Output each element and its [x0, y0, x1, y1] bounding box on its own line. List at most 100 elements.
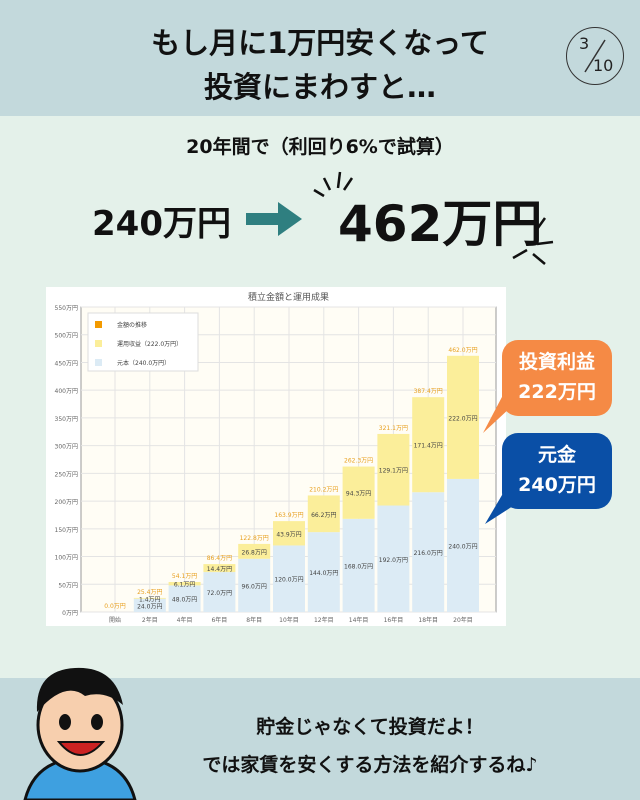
x-tick-label: 18年目 [418, 616, 438, 624]
y-tick-label: 300万円 [55, 444, 78, 451]
page-indicator: 3 10 [566, 27, 624, 85]
principal-bar [307, 532, 340, 612]
principal-bar [412, 492, 445, 612]
profit-bar [238, 543, 271, 559]
principal-bar [377, 505, 410, 612]
profit-bar [377, 433, 410, 506]
x-tick-label: 開始 [109, 616, 121, 624]
x-tick-label: 2年目 [142, 616, 158, 624]
profit-bar [203, 564, 236, 573]
legend [87, 312, 199, 372]
after-amount: 462万円 [338, 195, 543, 253]
bar-value-label: 222.0万円 [448, 415, 477, 422]
x-tick-label: 16年目 [384, 616, 404, 624]
profit-callout: 投資利益 222万円 [502, 340, 612, 416]
profit-bar [133, 597, 166, 599]
y-tick-label: 450万円 [55, 360, 78, 367]
total-label: 462.0万円 [448, 347, 477, 354]
x-tick-label: 6年目 [211, 616, 227, 624]
legend-swatch [95, 359, 102, 366]
total-label: 163.9万円 [274, 512, 303, 519]
total-label: 122.8万円 [240, 535, 269, 542]
bar-value-label: 129.1万円 [379, 468, 408, 475]
avatar-character [23, 667, 137, 800]
total-label: 387.4万円 [414, 388, 443, 395]
y-tick-label: 50万円 [58, 582, 78, 589]
title-line-1: もし月に1万円安くなって [151, 26, 489, 60]
footer-line-1: 貯金じゃなくて投資だよ！ [256, 716, 484, 738]
profit-bar [342, 466, 375, 519]
bar-value-label: 24.0万円 [137, 603, 162, 610]
principal-bar [273, 545, 305, 612]
burst-icon [512, 217, 554, 265]
y-tick-label: 100万円 [55, 555, 78, 562]
y-tick-label: 400万円 [55, 388, 78, 395]
title-line-2: 投資にまわすと… [203, 70, 436, 104]
principal-value: 240万円 [518, 474, 596, 496]
total-label: 86.4万円 [207, 555, 232, 562]
page-total: 10 [593, 56, 614, 75]
y-tick-label: 550万円 [55, 305, 78, 312]
slash-icon [584, 39, 606, 73]
x-tick-label: 12年目 [314, 616, 334, 624]
total-label: 321.1万円 [379, 425, 408, 432]
page-current: 3 [579, 34, 590, 53]
bar-value-label: 1.4万円 [139, 596, 161, 603]
principal-bar [203, 572, 236, 612]
principal-callout-tail [485, 490, 513, 524]
bar-value-label: 66.2万円 [311, 512, 336, 519]
total-label: 0.0万円 [104, 603, 126, 610]
principal-bar [238, 558, 271, 612]
bar-value-label: 14.4万円 [207, 566, 232, 573]
y-tick-label: 250万円 [55, 471, 78, 478]
profit-value: 222万円 [518, 381, 596, 403]
principal-bar [342, 518, 375, 612]
burst-icon [313, 171, 354, 198]
principal-bar [447, 478, 479, 612]
profit-bar [168, 581, 201, 586]
legend-label: 金額の推移 [117, 321, 147, 329]
principal-bar [168, 585, 201, 612]
x-tick-label: 10年目 [279, 616, 299, 624]
total-label: 25.4万円 [137, 589, 162, 596]
before-amount: 240万円 [92, 204, 231, 244]
bar-value-label: 48.0万円 [172, 597, 197, 604]
bar-value-label: 43.9万円 [276, 531, 301, 538]
header [0, 0, 640, 116]
profit-bar [447, 355, 479, 479]
chart-title: 積立金額と運用成果 [248, 291, 329, 303]
x-tick-label: 4年目 [177, 616, 193, 624]
total-label: 210.2万円 [309, 486, 338, 493]
profit-bar [307, 495, 340, 533]
y-tick-label: 0万円 [62, 610, 78, 617]
bar-value-label: 216.0万円 [414, 550, 443, 557]
legend-swatch [95, 340, 102, 347]
bar-value-label: 168.0万円 [344, 563, 373, 570]
total-label: 54.1万円 [172, 573, 197, 580]
bar-value-label: 94.3万円 [346, 491, 371, 498]
y-tick-label: 500万円 [55, 333, 78, 340]
legend-label: 運用収益（222.0万円） [117, 340, 182, 348]
y-tick-label: 350万円 [55, 416, 78, 423]
principal-bar [133, 598, 166, 612]
total-label: 262.3万円 [344, 458, 373, 465]
chart: 積立金額と運用成果 0万円 50万円 100万円 150万円 200万円 250万円 300万… [46, 287, 506, 626]
profit-bar [273, 521, 305, 546]
y-tick-label: 200万円 [55, 499, 78, 506]
stacked-bar-chart: 積立金額と運用成果 0万円 50万円 100万円 150万円 200万円 250万円 300万… [55, 291, 497, 624]
bar-value-label: 6.1万円 [174, 582, 196, 589]
legend-label: 元本（240.0万円） [117, 359, 170, 367]
arrow-right-icon [246, 202, 302, 236]
bar-value-label: 192.0万円 [379, 557, 408, 564]
bar-value-label: 171.4万円 [414, 443, 443, 450]
condition-text: 20年間で（利回り6%で試算） [186, 136, 454, 158]
x-tick-label: 14年目 [349, 616, 369, 624]
profit-label: 投資利益 [518, 351, 595, 373]
principal-callout: 元金 240万円 [502, 433, 612, 509]
bar-value-label: 96.0万円 [242, 583, 267, 590]
bar-value-label: 120.0万円 [274, 577, 303, 584]
y-tick-label: 150万円 [55, 527, 78, 534]
bar-value-label: 72.0万円 [207, 590, 232, 597]
bar-value-label: 144.0万円 [309, 570, 338, 577]
x-tick-label: 20年目 [453, 616, 473, 624]
